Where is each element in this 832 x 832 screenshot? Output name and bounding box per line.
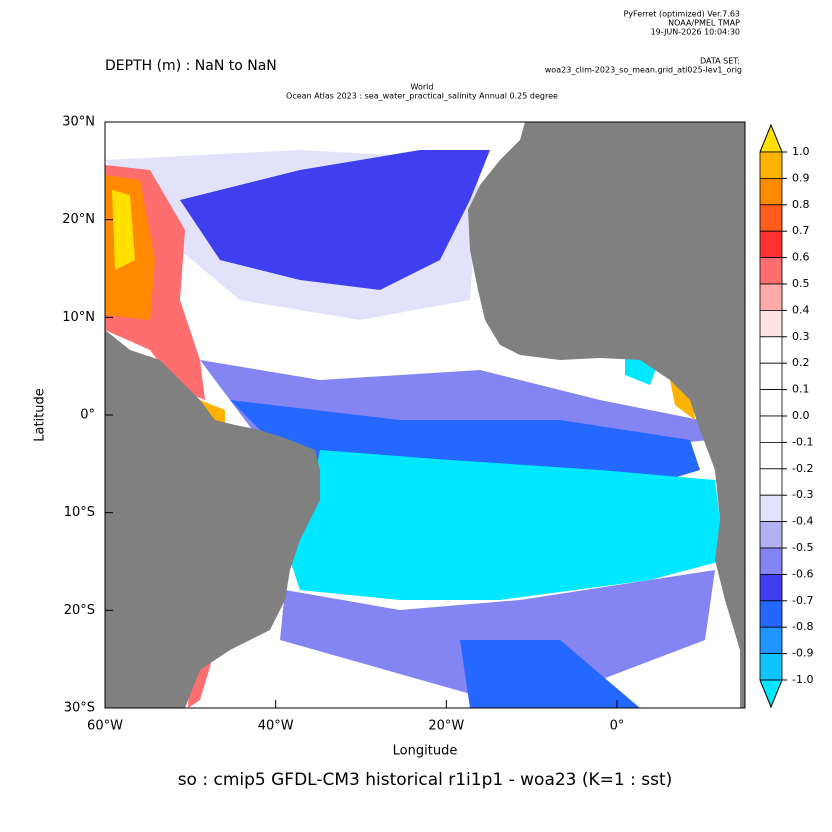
- x-tick-label: 60°W: [87, 719, 123, 734]
- x-tick-label: 0°: [610, 719, 625, 734]
- y-tick-label: 30°S: [64, 701, 95, 716]
- colorbar-extend: [759, 679, 783, 709]
- colorbar-label: -1.0: [792, 673, 813, 686]
- colorbar-label: -0.4: [792, 515, 813, 528]
- colorbar-label: -0.1: [792, 435, 813, 448]
- x-tick-label: 40°W: [258, 719, 294, 734]
- colorbar-label: -0.7: [792, 594, 813, 607]
- colorbar-band: [759, 415, 783, 443]
- colorbar-label: -0.3: [792, 488, 813, 501]
- colorbar-band: [759, 230, 783, 258]
- salinity-field: [105, 122, 745, 708]
- date: 19-JUN-2026 10:04:30: [651, 28, 740, 37]
- y-tick-label: 20°N: [62, 212, 95, 227]
- subtitle: Ocean Atlas 2023 : sea_water_practical_s…: [286, 92, 558, 101]
- colorbar-band: [759, 283, 783, 311]
- colorbar-band: [759, 309, 783, 338]
- colorbar-band: [759, 574, 783, 602]
- colorbar-label: 0.8: [792, 198, 810, 211]
- colorbar-band: [759, 336, 783, 364]
- colorbar-band: [759, 441, 783, 470]
- colorbar-label: 0.1: [792, 383, 810, 396]
- colorbar-label: 0.7: [792, 224, 810, 237]
- colorbar-label: 0.6: [792, 251, 810, 264]
- colorbar-band: [759, 653, 783, 681]
- software: PyFerret (optimized) Ver.7.63: [623, 10, 740, 19]
- colorbar-label: 0.2: [792, 356, 810, 369]
- colorbar-label: -0.5: [792, 541, 813, 554]
- colorbar-band: [759, 257, 783, 285]
- colorbar-band: [759, 204, 783, 232]
- caption: so : cmip5 GFDL-CM3 historical r1i1p1 - …: [178, 770, 673, 790]
- y-axis-label: Latitude: [33, 388, 48, 442]
- colorbar-band: [759, 468, 783, 496]
- colorbar-label: 1.0: [792, 145, 810, 158]
- y-tick-label: 10°S: [64, 505, 95, 520]
- title: DEPTH (m) : NaN to NaN: [105, 58, 277, 74]
- dataset-label: DATA SET:: [700, 57, 740, 66]
- x-axis-label: Longitude: [393, 744, 458, 759]
- x-tick-label: 20°W: [428, 719, 464, 734]
- subtitle: World: [411, 83, 434, 92]
- colorbar-label: -0.6: [792, 567, 813, 580]
- colorbar-band: [759, 389, 783, 417]
- colorbar-band: [759, 494, 783, 523]
- colorbar-band: [759, 600, 783, 628]
- colorbar-label: -0.8: [792, 620, 813, 633]
- colorbar-extend: [759, 123, 783, 153]
- colorbar-band: [759, 362, 783, 391]
- colorbar-band: [759, 521, 783, 549]
- org: NOAA/PMEL TMAP: [668, 19, 740, 28]
- colorbar-band: [759, 151, 783, 179]
- colorbar-label: 0.9: [792, 171, 810, 184]
- dataset: woa23_clim-2023_so_mean.grid_atl025-lev1…: [545, 66, 742, 75]
- y-tick-label: 10°N: [62, 310, 95, 325]
- colorbar-label: 0.0: [792, 409, 810, 422]
- y-tick-label: 20°S: [64, 603, 95, 618]
- colorbar-label: 0.5: [792, 277, 810, 290]
- colorbar-label: 0.3: [792, 330, 810, 343]
- colorbar-band: [759, 626, 783, 655]
- colorbar-label: 0.4: [792, 303, 810, 316]
- colorbar-label: -0.9: [792, 647, 813, 660]
- colorbar-band: [759, 547, 783, 575]
- colorbar-label: -0.2: [792, 462, 813, 475]
- y-tick-label: 0°: [80, 408, 95, 423]
- y-tick-label: 30°N: [62, 115, 95, 130]
- colorbar-band: [759, 177, 783, 206]
